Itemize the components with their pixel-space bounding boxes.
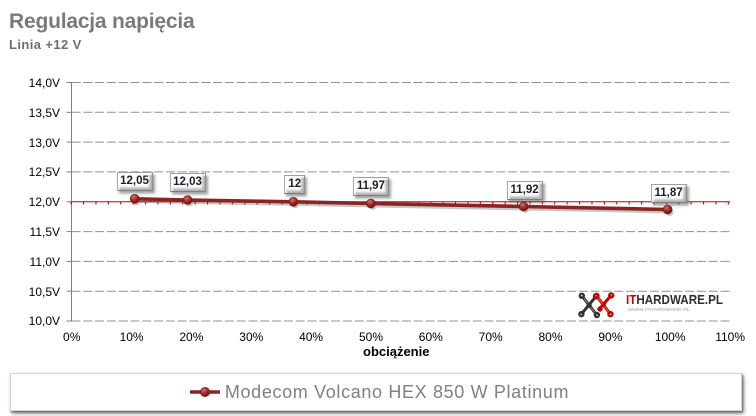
svg-text:WWW.ITHARDWARE.PL: WWW.ITHARDWARE.PL	[628, 307, 691, 312]
svg-text:ITHARDWARE.PL: ITHARDWARE.PL	[626, 292, 723, 307]
